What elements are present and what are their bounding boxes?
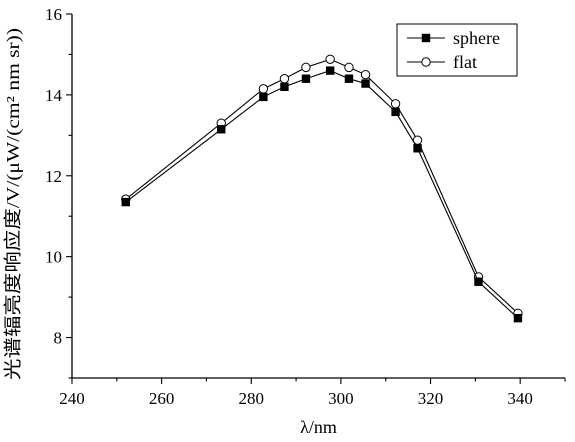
legend: sphere flat xyxy=(396,23,518,77)
data-point-sphere xyxy=(391,107,400,117)
legend-marker-flat xyxy=(421,57,431,67)
data-point-flat xyxy=(360,69,371,80)
legend-entry-flat: flat xyxy=(407,52,477,72)
data-point-sphere xyxy=(259,92,268,102)
legend-marker-sphere xyxy=(421,33,431,43)
legend-label-sphere: sphere xyxy=(453,28,500,48)
data-point-sphere xyxy=(413,144,422,153)
x-tick-label: 260 xyxy=(149,389,175,408)
data-point-sphere xyxy=(474,277,483,286)
x-tick-label: 240 xyxy=(59,389,85,408)
data-point-flat xyxy=(301,62,311,73)
data-point-sphere xyxy=(121,197,130,207)
x-tick-label: 320 xyxy=(418,389,444,408)
x-tick-label: 300 xyxy=(328,389,354,408)
data-point-sphere xyxy=(344,74,354,83)
axes xyxy=(71,14,565,379)
x-tick-label: 340 xyxy=(507,389,533,408)
data-point-flat xyxy=(258,84,269,94)
data-point-sphere xyxy=(280,82,289,91)
x-tick-label: 280 xyxy=(239,389,265,408)
data-point-flat xyxy=(344,62,354,73)
y-tick-label: 16 xyxy=(45,5,62,24)
data-point-flat xyxy=(390,99,401,109)
data-point-sphere xyxy=(513,313,523,323)
legend-entry-sphere: sphere xyxy=(407,28,500,48)
series-flat xyxy=(121,54,523,318)
data-point-flat xyxy=(279,74,290,84)
y-tick-label: 14 xyxy=(45,86,63,105)
data-point-flat xyxy=(325,54,335,64)
y-axis-ticks: 8 10 12 14 16 xyxy=(45,5,72,379)
data-point-sphere xyxy=(325,66,335,75)
legend-label-flat: flat xyxy=(453,52,477,72)
y-tick-label: 8 xyxy=(54,329,63,348)
data-point-sphere xyxy=(301,74,311,83)
legend-box xyxy=(396,23,518,77)
x-axis-title: λ/nm xyxy=(300,417,337,437)
series-layer xyxy=(121,54,523,323)
x-axis-ticks: 240 260 280 300 320 340 xyxy=(59,378,566,408)
series-sphere xyxy=(121,66,523,323)
y-axis-title: 光谱辐亮度响应度/V/(μW/(cm² nm sr)) xyxy=(3,28,24,380)
series-line-flat xyxy=(125,58,519,314)
y-tick-label: 12 xyxy=(45,167,62,186)
data-point-sphere xyxy=(217,125,226,134)
y-tick-label: 10 xyxy=(45,248,62,267)
series-line-sphere xyxy=(125,70,519,319)
data-point-sphere xyxy=(361,79,370,88)
